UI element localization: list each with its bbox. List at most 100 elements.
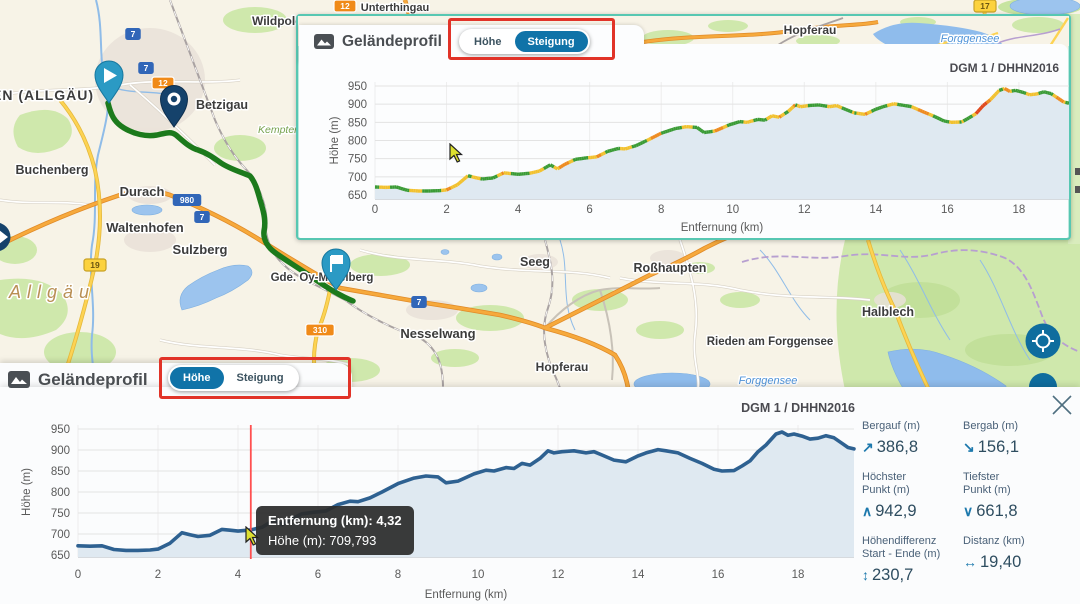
svg-text:980: 980: [180, 195, 194, 205]
profile-stats: Bergauf (m) ↗ 386,8 Bergab (m) ↘ 156,1 Höchste…: [862, 420, 1062, 585]
road-badge: 7: [138, 62, 154, 74]
y-axis-label: Höhe (m): [329, 116, 341, 164]
svg-text:8: 8: [395, 569, 401, 581]
svg-text:6: 6: [315, 569, 321, 581]
map-label-region: Allgäu: [8, 282, 95, 302]
svg-text:800: 800: [348, 136, 367, 148]
pan-left-button[interactable]: [0, 223, 11, 252]
tooltip-elevation: Höhe (m): 709,793: [268, 533, 377, 548]
map-label-water: Forggensee: [941, 33, 1000, 45]
hoehe-steigung-toggle: Höhe Steigung: [168, 365, 299, 391]
map-label-town: Durach: [120, 184, 165, 199]
play-icon: [104, 68, 117, 83]
svg-text:950: 950: [348, 81, 367, 93]
map-label-town: Waltenhofen: [106, 220, 184, 235]
clipped-label-fragments: [1075, 168, 1080, 193]
svg-text:18: 18: [1013, 204, 1026, 216]
stat-bergauf: Bergauf (m) ↗ 386,8: [862, 420, 921, 456]
stat-distanz: Distanz (km) ↔ 19,40: [963, 535, 1025, 571]
road-badge: 19: [83, 258, 107, 272]
svg-text:7: 7: [417, 297, 422, 307]
gradient-profile-chart[interactable]: 0 2 4 6 8 10 12 14 16 18 650 700 750 800 850 900 950 Entf…: [328, 68, 1069, 240]
y-axis-label: Höhe (m): [21, 468, 33, 516]
svg-text:2: 2: [443, 204, 449, 216]
svg-text:6: 6: [586, 204, 592, 216]
map-label-town: Nesselwang: [400, 326, 475, 341]
stat-bergab: Bergab (m) ↘ 156,1: [963, 420, 1020, 456]
svg-text:12: 12: [552, 569, 565, 581]
close-icon[interactable]: [1049, 392, 1075, 418]
waypoint-marker[interactable]: [159, 85, 189, 128]
stat-arrow-icon: ↔: [963, 554, 977, 570]
svg-text:900: 900: [348, 99, 367, 111]
chevron-right-icon: [0, 230, 8, 244]
x-axis-label: Entfernung (km): [425, 589, 508, 601]
map-label-water: Forggensee: [739, 375, 798, 387]
svg-text:650: 650: [348, 190, 367, 202]
svg-text:850: 850: [348, 117, 367, 129]
elevation-line: [76, 430, 856, 553]
svg-text:12: 12: [798, 204, 811, 216]
toggle-steigung[interactable]: Steigung: [514, 31, 588, 52]
svg-text:8: 8: [658, 204, 664, 216]
svg-text:310: 310: [313, 325, 327, 335]
toggle-hoehe[interactable]: Höhe: [474, 35, 502, 48]
stat-arrow-icon: ∨: [963, 503, 974, 519]
road-badge: 980: [172, 194, 202, 206]
tooltip-distance: Entfernung (km): 4,32: [268, 513, 402, 528]
route-start-marker[interactable]: [94, 60, 124, 104]
profile-area-fill: [78, 432, 854, 557]
crosshair-icon: [1032, 330, 1054, 352]
road-badge: 12: [151, 76, 175, 90]
svg-text:700: 700: [348, 172, 367, 184]
elevation-profile-chart[interactable]: 0 2 4 6 8 10 12 14 16 18 650 700 750 800 850 900 950 Entf…: [20, 418, 870, 604]
page-title: Geländeprofil: [38, 370, 148, 389]
route-end-marker[interactable]: [321, 248, 351, 291]
svg-text:4: 4: [515, 204, 522, 216]
route-line[interactable]: [105, 100, 356, 304]
image-icon: [314, 34, 334, 49]
map-label-town: Buchenberg: [16, 163, 89, 177]
chart-tooltip: Entfernung (km): 4,32 Höhe (m): 709,793: [256, 506, 414, 555]
svg-text:800: 800: [51, 487, 70, 499]
map-label-town: Hopferau: [784, 23, 837, 37]
page-title: Geländeprofil: [342, 33, 442, 50]
road-badge: 7: [125, 28, 141, 40]
svg-text:17: 17: [980, 1, 990, 11]
svg-text:7: 7: [131, 29, 136, 39]
svg-text:950: 950: [51, 424, 70, 436]
svg-text:16: 16: [941, 204, 954, 216]
svg-text:4: 4: [235, 569, 242, 581]
svg-text:16: 16: [712, 569, 725, 581]
svg-text:750: 750: [348, 154, 367, 166]
map-label-town: Gde. Oy-Mittelberg: [271, 272, 374, 284]
toggle-hoehe[interactable]: Höhe: [170, 367, 224, 389]
admin-boundary: [741, 249, 1080, 353]
map-label-town: Roßhaupten: [634, 261, 707, 275]
road-badge: 17: [973, 0, 997, 13]
steigung-screenshot-overlay: Hopferau Forggensee Geländeprofil Höhe St…: [296, 14, 1071, 240]
svg-text:900: 900: [51, 445, 70, 457]
map-label-town: Rieden am Forggensee: [707, 336, 834, 348]
svg-text:14: 14: [869, 204, 882, 216]
stat-arrow-icon: ∧: [862, 503, 873, 519]
svg-text:12: 12: [158, 78, 168, 88]
map-label-town: Seeg: [520, 255, 550, 269]
svg-text:0: 0: [372, 204, 378, 216]
svg-text:7: 7: [200, 212, 205, 222]
road-badge: 7: [194, 211, 210, 223]
svg-text:750: 750: [51, 508, 70, 520]
elevation-source-label: DGM 1 / DHHN2016: [741, 401, 855, 415]
svg-text:700: 700: [51, 529, 70, 541]
svg-text:10: 10: [726, 204, 739, 216]
toggle-steigung[interactable]: Steigung: [236, 372, 284, 384]
geolocate-button[interactable]: [1025, 323, 1061, 359]
x-axis-label: Entfernung (km): [681, 222, 764, 234]
hoehe-steigung-toggle: Höhe Steigung: [459, 29, 590, 54]
map-label-town: Betzigau: [196, 98, 248, 112]
svg-text:10: 10: [472, 569, 485, 581]
map-label-town: KEMPTEN (ALLGÄU): [0, 87, 94, 103]
svg-text:0: 0: [75, 569, 81, 581]
svg-text:850: 850: [51, 466, 70, 478]
